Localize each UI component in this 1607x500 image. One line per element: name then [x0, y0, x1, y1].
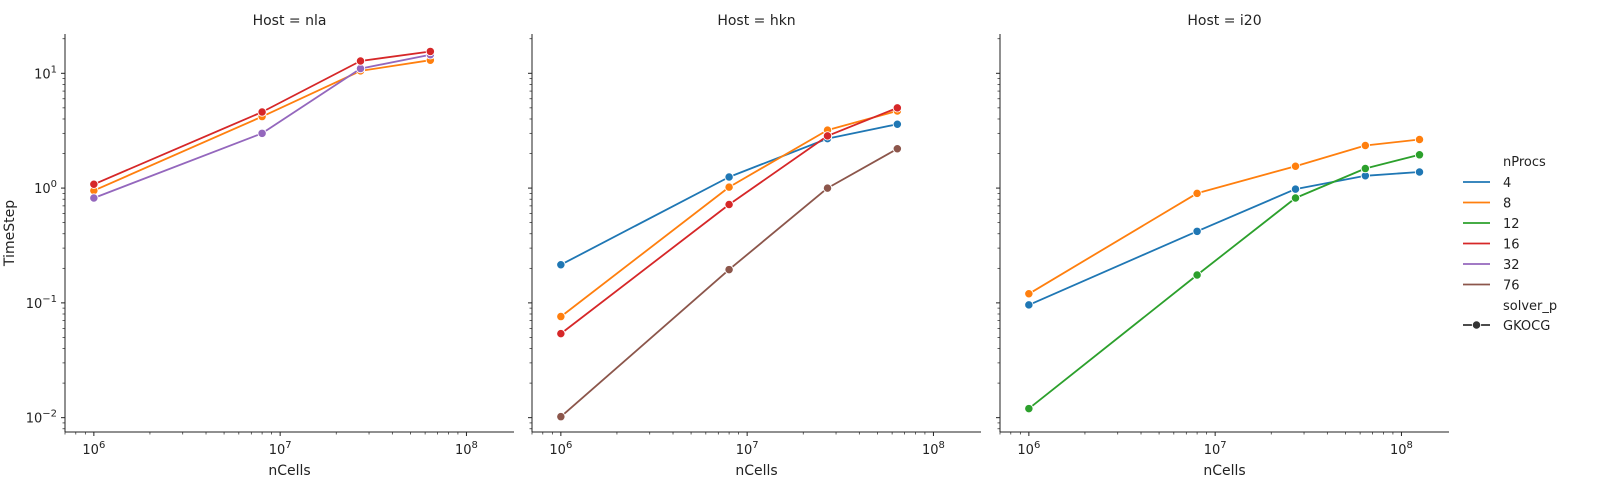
legend-label-16: 16 [1503, 238, 1520, 253]
x-tick-label: 108 [455, 440, 478, 458]
y-tick-label: 10−2 [26, 409, 57, 427]
data-point [1360, 163, 1370, 174]
legend-hue-title: nProcs [1503, 155, 1546, 170]
data-point [1192, 270, 1202, 280]
data-point [1290, 161, 1301, 171]
x-axis-label: nCells [1203, 463, 1245, 479]
x-tick-label: 106 [82, 440, 105, 458]
data-point [89, 179, 99, 189]
data-point [1024, 300, 1034, 310]
y-tick-label: 10−1 [26, 294, 57, 312]
y-axis-label: TimeStep [2, 200, 18, 267]
panel-title: Host = i20 [1187, 13, 1261, 29]
series-line-12 [1028, 153, 1421, 410]
data-point [1414, 134, 1425, 145]
data-point [892, 119, 902, 129]
x-tick-label: 107 [269, 440, 292, 458]
data-point [89, 193, 99, 203]
data-point [556, 412, 566, 422]
data-point [1290, 193, 1301, 203]
data-point [724, 172, 734, 182]
panel-0: 10−2 10−1 100 101 106 107 108 Host = nla nCells [26, 13, 514, 479]
data-point [1414, 150, 1425, 160]
data-point [355, 56, 366, 66]
data-point [1192, 188, 1202, 198]
data-point [556, 311, 566, 322]
data-point [1024, 403, 1034, 414]
legend-style-title: solver_p [1503, 299, 1557, 314]
legend-label-32: 32 [1503, 258, 1520, 273]
data-point [556, 328, 566, 339]
data-point [892, 103, 902, 113]
series-line-16 [93, 50, 432, 186]
y-tick-label: 101 [34, 64, 57, 82]
data-point [892, 144, 902, 154]
series-line-16 [560, 107, 899, 335]
x-tick-label: 106 [1017, 440, 1040, 458]
data-point [257, 128, 267, 138]
legend-label-12: 12 [1503, 217, 1520, 232]
data-point [425, 46, 435, 57]
panel-2: 106 107 108 Host = i20 nCells [996, 13, 1449, 479]
data-point [1290, 184, 1301, 194]
legend-label-76: 76 [1503, 279, 1520, 294]
data-point [556, 260, 566, 270]
series-line-8 [93, 59, 432, 192]
y-tick-label: 100 [34, 179, 57, 197]
data-point [724, 182, 734, 192]
data-point [1192, 226, 1202, 236]
x-axis-label: nCells [268, 463, 310, 479]
series-line-32 [93, 53, 432, 199]
x-axis-label: nCells [735, 463, 777, 479]
data-point [724, 264, 734, 275]
legend: nProcs 4 8 12 16 32 76 solver_p GKOCG [1463, 155, 1557, 334]
panel-1: 106 107 108 Host = hkn nCells [528, 13, 981, 479]
data-point [1414, 167, 1425, 177]
data-point [1024, 289, 1034, 299]
data-point [822, 183, 833, 193]
legend-style-label: GKOCG [1503, 319, 1550, 334]
legend-label-4: 4 [1503, 176, 1511, 191]
series-line-4 [560, 123, 899, 266]
data-point [724, 199, 734, 210]
data-point [257, 107, 267, 117]
x-tick-label: 108 [922, 440, 945, 458]
data-point [822, 131, 833, 141]
series-line-76 [560, 147, 899, 418]
x-tick-label: 106 [549, 440, 572, 458]
x-tick-label: 107 [736, 440, 759, 458]
series-line-8 [1028, 138, 1421, 295]
legend-label-8: 8 [1503, 197, 1511, 212]
series-line-8 [560, 110, 899, 318]
x-tick-label: 107 [1204, 440, 1227, 458]
panel-title: Host = nla [253, 13, 327, 29]
data-point [1360, 140, 1370, 151]
legend-style-marker [1471, 320, 1482, 330]
series-line-4 [1028, 171, 1421, 306]
panel-title: Host = hkn [717, 13, 795, 29]
x-tick-label: 108 [1390, 440, 1413, 458]
